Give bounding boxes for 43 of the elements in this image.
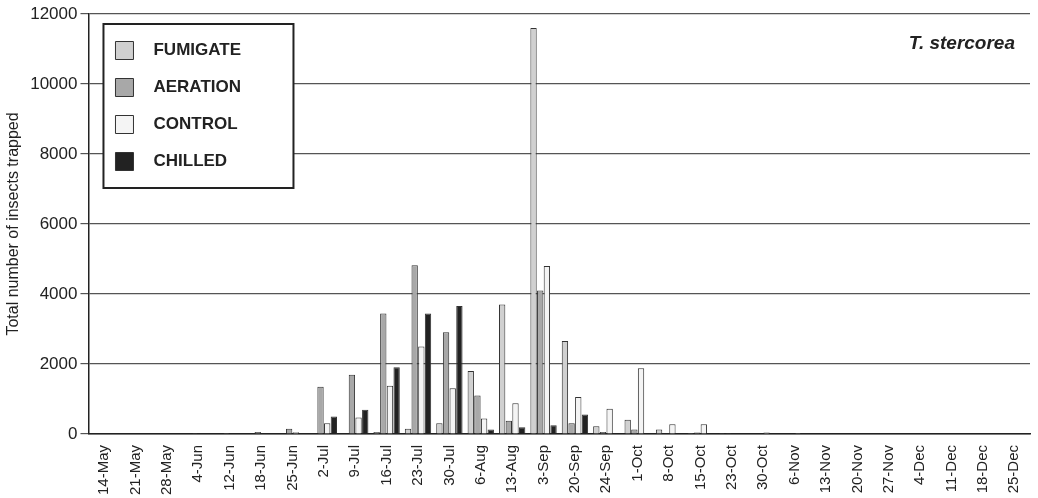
x-tick-label: 25-Dec (1004, 444, 1022, 494)
x-tick-label: 2-Jul (314, 444, 331, 478)
x-tick-label: 13-Nov (816, 444, 834, 494)
x-tick-label: 9-Jul (345, 444, 363, 478)
x-tick-label: 30-Jul (439, 444, 457, 486)
x-tick-label: 4-Dec (910, 444, 928, 485)
y-tick-label: 2000 (39, 353, 78, 373)
x-tick-label: 4-Jun (188, 444, 206, 483)
y-tick-label: 4000 (39, 283, 78, 303)
x-tick-label: 20-Sep (565, 444, 583, 494)
x-tick-label: 28-May (157, 444, 175, 496)
annotation: T. stercorea (908, 31, 1016, 53)
x-tick-label: 24-Sep (596, 444, 614, 494)
x-tick-label: 11-Dec (941, 444, 959, 493)
x-tick-label: 1-Oct (627, 444, 645, 482)
x-tick-label: 30-Oct (753, 444, 771, 490)
x-tick-label: 14-May (94, 444, 112, 496)
x-tick-label: 16-Jul (376, 444, 394, 486)
x-tick-label: 18-Jun (251, 444, 269, 491)
x-tick-label: 8-Oct (659, 444, 677, 482)
x-tick-label: 13-Aug (502, 444, 520, 494)
y-axis-title: Total number of insects trapped (4, 112, 22, 336)
x-tick-label: 6-Nov (784, 444, 802, 485)
legend-label: AERATION (153, 77, 241, 97)
x-tick-label: 15-Oct (690, 444, 708, 490)
x-tick-label: 25-Jun (282, 444, 300, 491)
x-tick-label: 27-Nov (878, 444, 896, 494)
y-tick-label: 0 (68, 423, 78, 443)
y-tick-label: 10000 (30, 73, 78, 93)
x-tick-label: 12-Jun (219, 444, 237, 491)
legend-label: CONTROL (153, 114, 238, 134)
x-tick-label: 23-Oct (721, 444, 739, 490)
y-tick-label: 12000 (30, 3, 78, 23)
x-tick-label: 18-Dec (973, 444, 991, 494)
x-tick-label: 20-Nov (847, 444, 865, 494)
x-tick-label: 21-May (125, 444, 143, 496)
x-tick-label: 3-Sep (533, 444, 551, 486)
y-tick-label: 6000 (39, 213, 78, 233)
x-tick-label: 6-Aug (470, 444, 488, 486)
x-tick-label: 23-Jul (408, 444, 426, 486)
legend-label: CHILLED (153, 151, 228, 171)
legend-label: FUMIGATE (153, 40, 241, 60)
y-tick-label: 8000 (39, 143, 78, 163)
